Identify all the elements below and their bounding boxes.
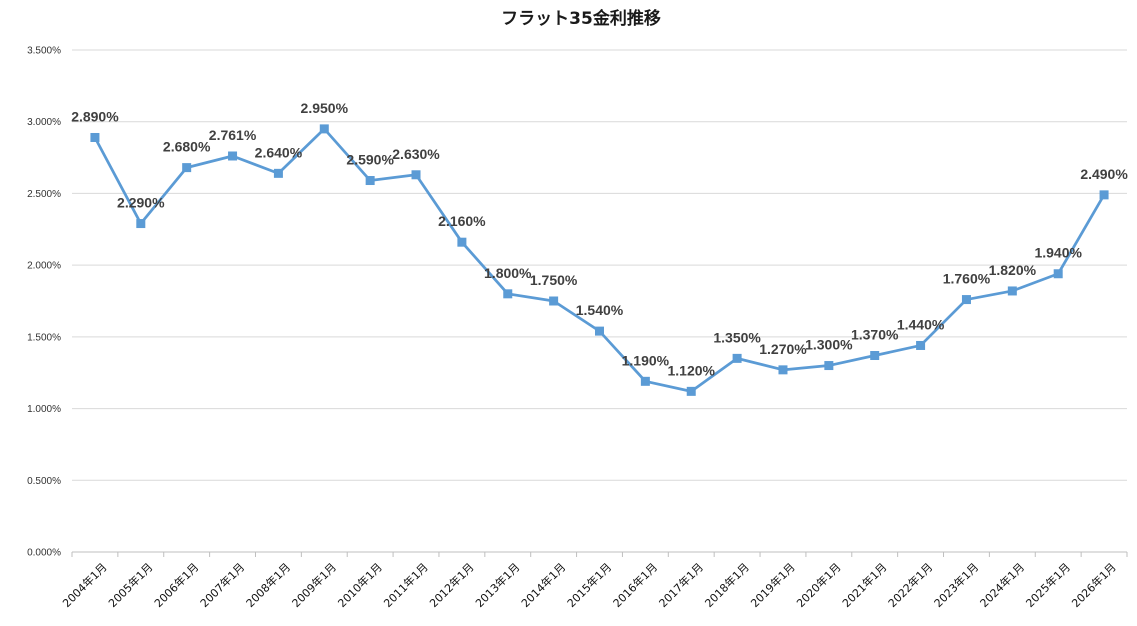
chart-title: フラット35金利推移 bbox=[501, 8, 661, 29]
data-point-marker bbox=[503, 289, 513, 299]
data-label: 1.270% bbox=[759, 341, 807, 357]
x-tick-label: 2012年1月 bbox=[426, 560, 476, 610]
y-tick-label: 2.000% bbox=[27, 261, 61, 272]
data-point-marker bbox=[1007, 286, 1017, 296]
data-label: 1.750% bbox=[530, 272, 578, 288]
data-point-marker bbox=[90, 132, 100, 142]
data-label: 1.190% bbox=[622, 352, 670, 368]
series-line bbox=[93, 127, 1106, 393]
data-label: 2.160% bbox=[438, 213, 486, 229]
data-point-marker bbox=[319, 124, 329, 134]
data-label: 2.630% bbox=[392, 146, 440, 162]
x-tick-label: 2013年1月 bbox=[472, 560, 522, 610]
x-tick-label: 2018年1月 bbox=[702, 560, 752, 610]
data-point-marker bbox=[870, 351, 880, 361]
data-point-marker bbox=[549, 296, 559, 306]
data-point-marker bbox=[228, 151, 238, 161]
data-label: 2.950% bbox=[301, 100, 349, 116]
data-point-marker bbox=[686, 386, 696, 396]
x-tick-label: 2009年1月 bbox=[289, 560, 339, 610]
data-label: 1.300% bbox=[805, 337, 853, 353]
data-label: 1.820% bbox=[989, 262, 1037, 278]
data-label: 2.640% bbox=[255, 144, 303, 160]
data-label: 1.540% bbox=[576, 302, 624, 318]
x-tick-label: 2017年1月 bbox=[656, 560, 706, 610]
data-point-marker bbox=[824, 361, 834, 371]
y-tick-label: 0.500% bbox=[27, 476, 61, 487]
x-tick-label: 2011年1月 bbox=[381, 560, 431, 610]
data-point-marker bbox=[916, 340, 926, 350]
x-tick-label: 2026年1月 bbox=[1069, 560, 1119, 610]
x-tick-label: 2007年1月 bbox=[197, 560, 247, 610]
series-rate bbox=[90, 124, 1109, 396]
y-tick-label: 3.500% bbox=[27, 46, 61, 57]
data-point-marker bbox=[182, 163, 192, 173]
data-point-marker bbox=[457, 237, 467, 247]
data-label: 1.370% bbox=[851, 327, 899, 343]
x-tick-label: 2015年1月 bbox=[564, 560, 614, 610]
x-tick-label: 2014年1月 bbox=[518, 560, 568, 610]
data-point-marker bbox=[595, 326, 604, 336]
data-point-marker bbox=[778, 365, 788, 375]
data-point-marker bbox=[411, 170, 421, 180]
x-tick-label: 2016年1月 bbox=[610, 560, 660, 610]
x-tick-label: 2010年1月 bbox=[335, 560, 385, 610]
data-label: 1.440% bbox=[897, 316, 945, 332]
data-label: 2.890% bbox=[71, 108, 119, 124]
y-tick-label: 0.000% bbox=[27, 548, 61, 559]
x-tick-label: 2025年1月 bbox=[1023, 560, 1073, 610]
data-point-marker bbox=[640, 376, 650, 386]
data-labels: 2.890% 2.290% 2.680%2.761%2.640% 2.950% 2.59… bbox=[71, 100, 1128, 378]
data-label: 1.760% bbox=[943, 271, 991, 287]
data-label: 1.800% bbox=[484, 265, 532, 281]
x-axis-tick-labels: 2004年1月2005年1月2006年1月2007年1月2008年1月2009年… bbox=[60, 552, 1128, 610]
data-point-marker bbox=[1053, 269, 1063, 279]
y-tick-label: 3.000% bbox=[27, 117, 61, 128]
x-tick-label: 2021年1月 bbox=[839, 560, 889, 610]
data-label: 1.940% bbox=[1034, 245, 1082, 261]
data-point-marker bbox=[961, 295, 971, 305]
data-point-marker bbox=[732, 353, 742, 363]
data-point-marker bbox=[365, 176, 375, 186]
y-tick-label: 1.500% bbox=[27, 332, 61, 343]
x-tick-label: 2022年1月 bbox=[885, 560, 935, 610]
y-tick-label: 1.000% bbox=[27, 404, 61, 415]
data-label: 2.761% bbox=[209, 127, 257, 143]
data-label: 2.590% bbox=[346, 152, 394, 168]
data-label: 1.120% bbox=[667, 362, 715, 378]
y-axis-tick-labels: 0.000% 0.500% 1.000% 1.500% 2.000% 2.500% 3.00… bbox=[27, 46, 61, 559]
x-tick-label: 2006年1月 bbox=[151, 560, 201, 610]
data-label: 2.680% bbox=[163, 139, 211, 155]
x-tick-label: 2008年1月 bbox=[243, 560, 293, 610]
x-tick-label: 2019年1月 bbox=[748, 560, 798, 610]
data-point-marker bbox=[1099, 190, 1109, 200]
x-tick-label: 2020年1月 bbox=[793, 560, 843, 610]
x-tick-label: 2023年1月 bbox=[931, 560, 981, 610]
data-label: 2.490% bbox=[1080, 166, 1128, 182]
x-tick-label: 2004年1月 bbox=[60, 560, 110, 610]
data-point-marker bbox=[273, 168, 283, 178]
data-point-marker bbox=[136, 219, 146, 229]
data-label: 1.350% bbox=[713, 329, 761, 345]
x-tick-label: 2005年1月 bbox=[105, 560, 155, 610]
data-label: 2.290% bbox=[117, 195, 165, 211]
x-tick-label: 2024年1月 bbox=[977, 560, 1027, 610]
grid-lines bbox=[72, 49, 1127, 553]
y-tick-label: 2.500% bbox=[27, 189, 61, 200]
